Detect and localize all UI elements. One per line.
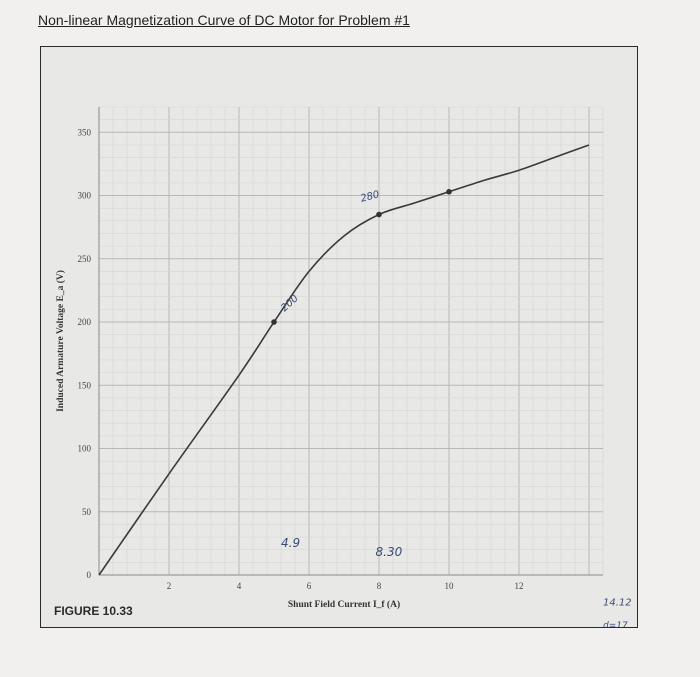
y-tick-label: 350	[78, 127, 92, 137]
magnetization-chart: 2 4 6 8 10 12 0 50 100 150 200 250 300 350 200 280 4.9 8…	[55, 106, 632, 627]
x-tick-label: 2	[167, 581, 172, 591]
handwritten-annotation: d=17	[603, 621, 628, 627]
data-point	[446, 188, 452, 195]
x-tick-label: 10	[445, 581, 455, 591]
y-tick-label: 200	[78, 317, 92, 327]
problem-title: Non-linear Magnetization Curve of DC Mot…	[38, 12, 410, 28]
annotations: 200 280 4.9 8.30 14.12 d=17	[279, 189, 631, 627]
y-tick-label: 150	[78, 380, 92, 390]
grid	[98, 106, 604, 576]
y-tick-label: 100	[78, 444, 92, 454]
y-tick-label: 0	[87, 570, 92, 580]
data-point	[376, 211, 382, 218]
axes	[98, 107, 603, 576]
x-tick-label: 4	[237, 581, 242, 591]
data-point	[271, 319, 277, 325]
tick-labels: 2 4 6 8 10 12 0 50 100 150 200 250 300 350	[78, 127, 524, 591]
data-points	[271, 188, 452, 325]
x-axis-label: Shunt Field Current I_f (A)	[288, 599, 400, 610]
y-tick-label: 250	[78, 254, 92, 264]
figure-frame: 2 4 6 8 10 12 0 50 100 150 200 250 300 350 200 280 4.9 8…	[40, 46, 638, 628]
handwritten-annotation: 280	[359, 189, 380, 205]
series-line	[98, 144, 590, 576]
y-tick-label: 50	[82, 507, 92, 517]
x-tick-label: 12	[515, 581, 524, 591]
handwritten-annotation: 200	[279, 293, 301, 314]
handwritten-annotation: 4.9	[281, 536, 300, 550]
handwritten-annotation: 8.30	[376, 545, 403, 559]
y-tick-label: 300	[78, 191, 92, 201]
x-tick-label: 8	[377, 581, 382, 591]
y-axis-label: Induced Armature Voltage E_a (V)	[55, 270, 66, 412]
x-tick-label: 6	[307, 581, 312, 591]
figure-caption: FIGURE 10.33	[54, 604, 133, 618]
series	[98, 144, 590, 576]
handwritten-annotation: 14.12	[603, 597, 632, 608]
